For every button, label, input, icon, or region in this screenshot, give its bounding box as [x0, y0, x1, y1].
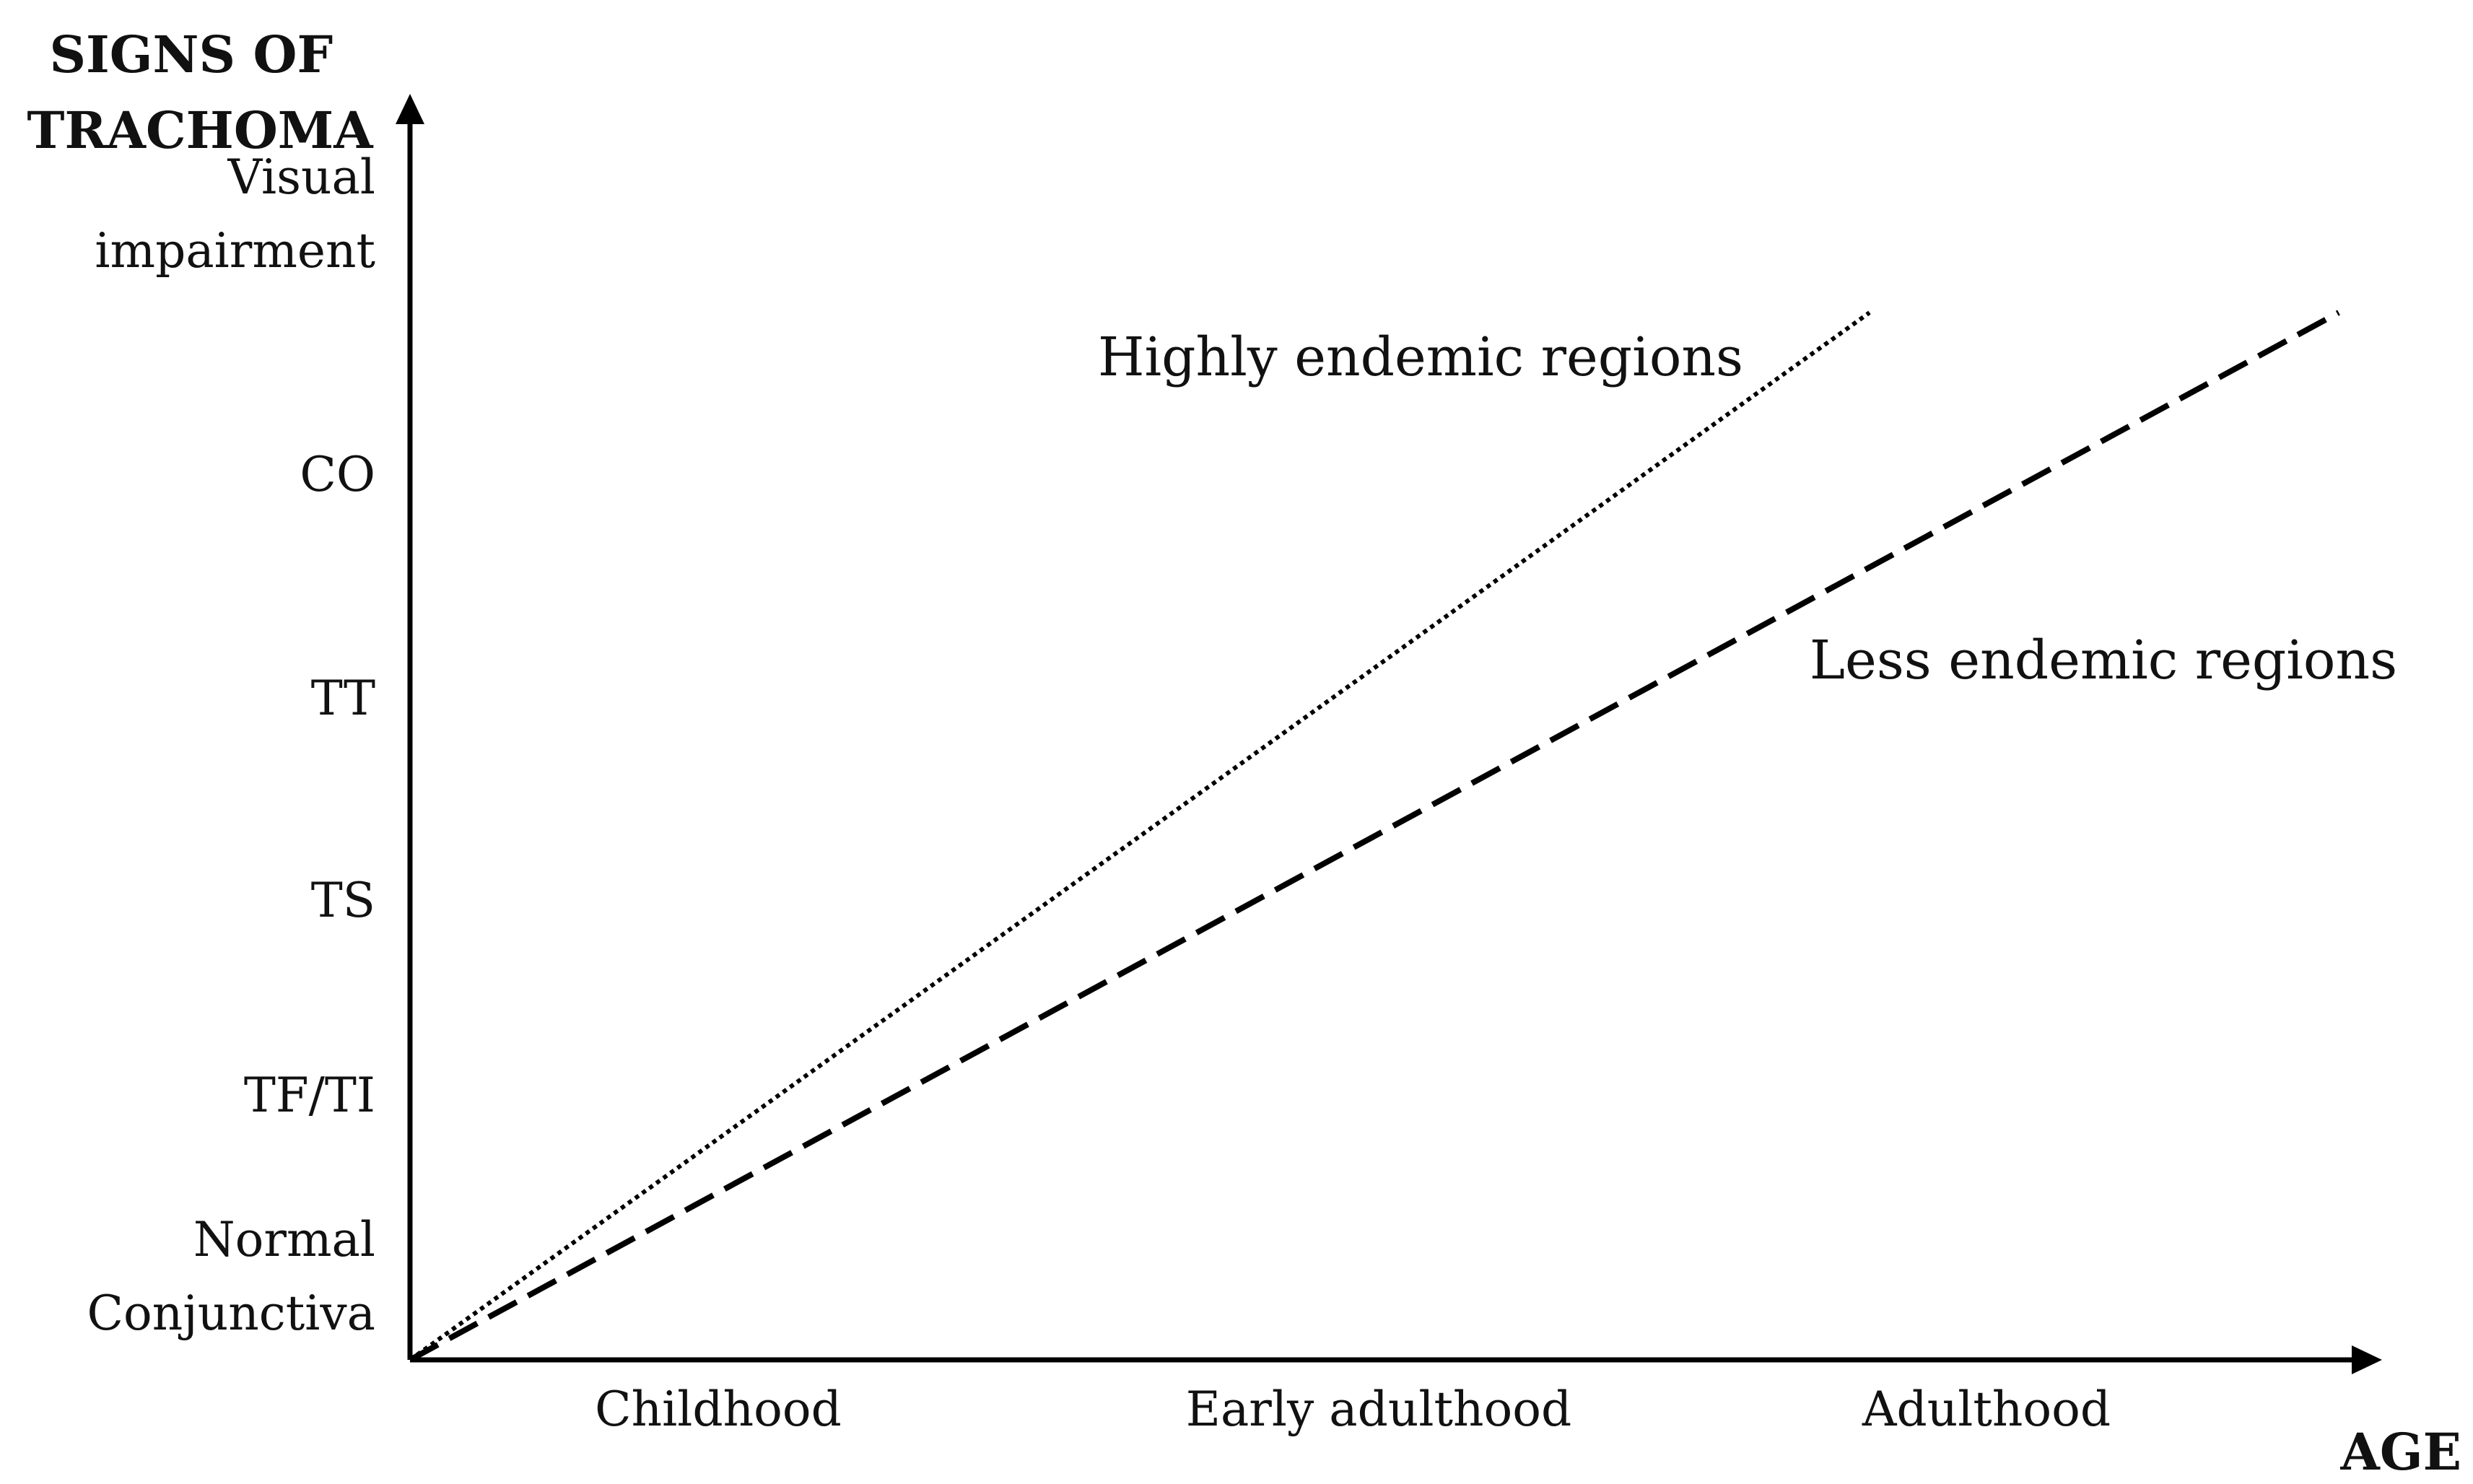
y-tick-label-line: TS — [311, 873, 375, 928]
series-line-highly-endemic — [409, 310, 1871, 1362]
y-tick-label: TS — [311, 873, 375, 928]
y-tick-label-line: TT — [311, 671, 375, 726]
series-label: Highly endemic regions — [1098, 326, 1743, 388]
y-tick-label-line: impairment — [95, 223, 375, 279]
x-tick-labels: Childhood Early adulthood Adulthood — [595, 1382, 2111, 1437]
series-label: Less endemic regions — [1810, 629, 2397, 691]
x-tick-label: Childhood — [595, 1382, 842, 1437]
y-tick-label: TT — [311, 671, 375, 726]
y-tick-label: Visual impairment — [95, 149, 375, 279]
y-tick-label-line: Normal — [193, 1212, 375, 1267]
y-tick-label-line: CO — [300, 447, 375, 502]
series-labels: Highly endemic regions Less endemic regio… — [1098, 326, 2397, 691]
y-tick-label: Normal Conjunctiva — [87, 1212, 375, 1341]
y-tick-label-line: TF/TI — [244, 1068, 375, 1123]
y-tick-labels: Normal Conjunctiva TF/TI TS TT CO Visual impair… — [87, 149, 375, 1341]
series-line-less-endemic — [409, 310, 2340, 1363]
series-lines — [409, 310, 2340, 1363]
y-tick-label: TF/TI — [244, 1068, 375, 1123]
y-axis-title: SIGNS OF TRACHOMA — [27, 25, 374, 160]
x-axis-title: AGE — [2340, 1422, 2461, 1482]
y-tick-label: CO — [300, 447, 375, 502]
x-tick-label: Adulthood — [1862, 1382, 2111, 1437]
y-axis-title-line: SIGNS OF — [49, 25, 333, 84]
y-tick-label-line: Conjunctiva — [87, 1286, 375, 1341]
y-axis-arrow-icon — [396, 94, 424, 124]
x-tick-label: Early adulthood — [1186, 1382, 1571, 1437]
x-axis-arrow-icon — [2352, 1345, 2382, 1374]
axes — [396, 94, 2382, 1374]
y-axis-title-line: TRACHOMA — [27, 100, 374, 160]
y-tick-label-line: Visual — [227, 149, 375, 205]
